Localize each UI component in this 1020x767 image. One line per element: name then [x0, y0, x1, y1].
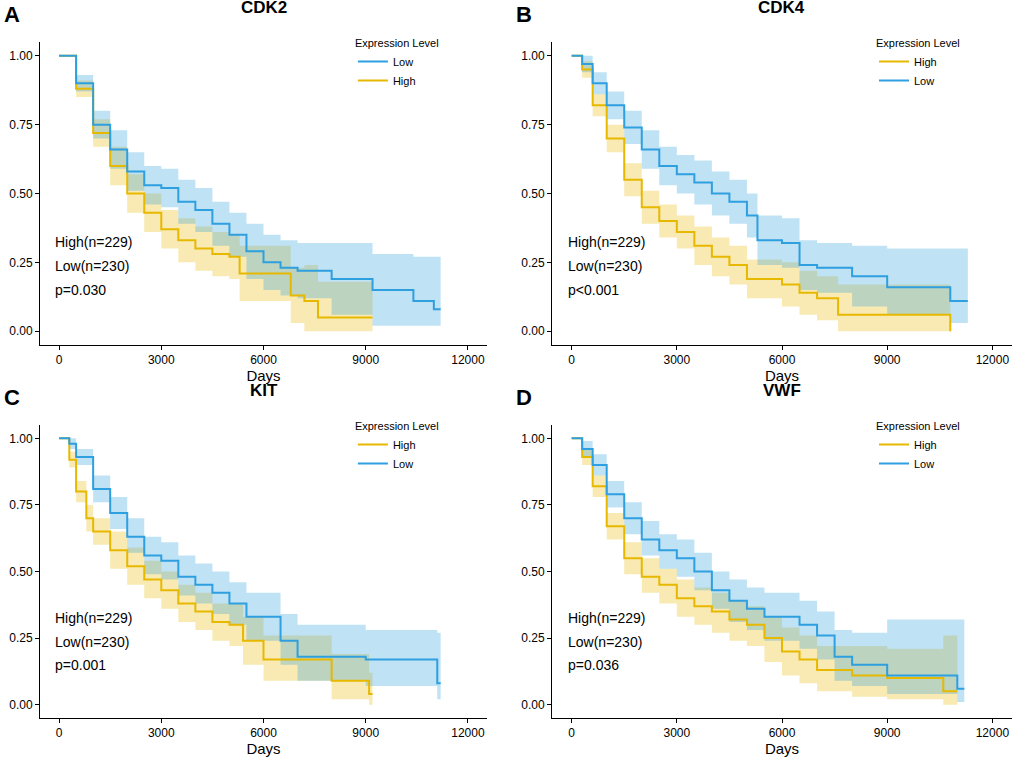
svg-text:High: High — [393, 439, 416, 451]
svg-text:C: C — [4, 385, 20, 410]
svg-text:3000: 3000 — [663, 353, 690, 367]
svg-text:9000: 9000 — [352, 353, 379, 367]
svg-text:High: High — [914, 56, 937, 68]
svg-text:12000: 12000 — [451, 726, 485, 740]
svg-text:1.00: 1.00 — [521, 49, 545, 63]
svg-text:0.25: 0.25 — [521, 631, 545, 645]
svg-text:Low: Low — [914, 458, 934, 470]
svg-text:Days: Days — [765, 740, 799, 757]
svg-text:Low(n=230): Low(n=230) — [55, 258, 129, 274]
svg-text:0.00: 0.00 — [521, 324, 545, 338]
svg-text:0: 0 — [56, 726, 63, 740]
svg-text:0.75: 0.75 — [521, 498, 545, 512]
svg-text:0.00: 0.00 — [521, 698, 545, 712]
svg-text:Days: Days — [765, 367, 799, 384]
svg-text:0.25: 0.25 — [9, 631, 33, 645]
svg-text:6000: 6000 — [250, 726, 277, 740]
svg-text:Low(n=230): Low(n=230) — [55, 634, 129, 650]
svg-text:6000: 6000 — [769, 726, 796, 740]
svg-text:Low: Low — [393, 56, 413, 68]
svg-text:p<0.001: p<0.001 — [568, 282, 619, 298]
svg-text:Expression Level: Expression Level — [876, 37, 960, 49]
svg-text:0.50: 0.50 — [521, 565, 545, 579]
svg-text:High(n=229): High(n=229) — [568, 610, 645, 626]
svg-text:0: 0 — [568, 353, 575, 367]
svg-text:Expression Level: Expression Level — [876, 420, 960, 432]
svg-text:Days: Days — [246, 740, 280, 757]
svg-text:p=0.001: p=0.001 — [55, 657, 106, 673]
svg-text:1.00: 1.00 — [521, 432, 545, 446]
svg-text:9000: 9000 — [874, 726, 901, 740]
svg-text:0.50: 0.50 — [521, 187, 545, 201]
svg-text:p=0.036: p=0.036 — [568, 657, 619, 673]
svg-text:12000: 12000 — [976, 726, 1010, 740]
svg-text:0.00: 0.00 — [9, 324, 33, 338]
svg-text:3000: 3000 — [148, 353, 175, 367]
svg-text:VWF: VWF — [763, 381, 801, 400]
svg-text:3000: 3000 — [663, 726, 690, 740]
svg-text:Low: Low — [914, 75, 934, 87]
svg-text:High: High — [914, 439, 937, 451]
svg-text:9000: 9000 — [352, 726, 379, 740]
svg-text:1.00: 1.00 — [9, 49, 33, 63]
svg-text:6000: 6000 — [250, 353, 277, 367]
svg-text:0.75: 0.75 — [9, 498, 33, 512]
svg-text:KIT: KIT — [250, 381, 278, 400]
svg-text:High(n=229): High(n=229) — [55, 610, 132, 626]
svg-text:Low(n=230): Low(n=230) — [568, 634, 642, 650]
svg-text:D: D — [516, 385, 532, 410]
svg-text:High(n=229): High(n=229) — [568, 234, 645, 250]
svg-text:12000: 12000 — [976, 353, 1010, 367]
svg-text:9000: 9000 — [874, 353, 901, 367]
svg-text:0.25: 0.25 — [521, 256, 545, 270]
svg-text:3000: 3000 — [148, 726, 175, 740]
svg-text:0: 0 — [56, 353, 63, 367]
svg-text:6000: 6000 — [769, 353, 796, 367]
svg-text:Days: Days — [246, 367, 280, 384]
svg-text:CDK4: CDK4 — [758, 0, 805, 17]
svg-text:1.00: 1.00 — [9, 432, 33, 446]
svg-text:p=0.030: p=0.030 — [55, 282, 106, 298]
svg-text:Expression Level: Expression Level — [355, 420, 439, 432]
svg-text:12000: 12000 — [451, 353, 485, 367]
svg-text:A: A — [4, 2, 20, 27]
svg-text:Expression Level: Expression Level — [355, 37, 439, 49]
svg-text:0.50: 0.50 — [9, 187, 33, 201]
svg-text:0.25: 0.25 — [9, 256, 33, 270]
svg-text:Low: Low — [393, 458, 413, 470]
svg-text:High: High — [393, 75, 416, 87]
svg-text:0.75: 0.75 — [521, 118, 545, 132]
svg-text:CDK2: CDK2 — [241, 0, 287, 17]
svg-text:0: 0 — [568, 726, 575, 740]
svg-text:0.75: 0.75 — [9, 118, 33, 132]
svg-text:B: B — [516, 2, 532, 27]
svg-text:Low(n=230): Low(n=230) — [568, 258, 642, 274]
svg-text:0.00: 0.00 — [9, 698, 33, 712]
svg-text:0.50: 0.50 — [9, 565, 33, 579]
svg-text:High(n=229): High(n=229) — [55, 234, 132, 250]
